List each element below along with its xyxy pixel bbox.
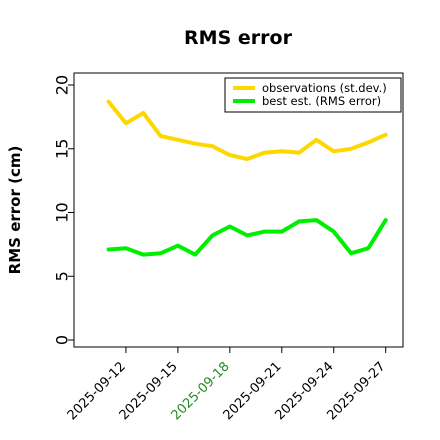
y-tick-label: 10: [53, 202, 72, 222]
y-tick-label: 5: [53, 271, 72, 281]
chart-title: RMS error: [184, 27, 293, 49]
plot-area-frame: [73, 72, 404, 348]
x-axis: 2025-09-122025-09-152025-09-182025-09-21…: [65, 347, 389, 423]
legend: observations (st.dev.)best est. (RMS err…: [224, 77, 402, 113]
y-tick-label: 0: [53, 335, 72, 345]
legend-label: best est. (RMS error): [262, 94, 381, 108]
y-tick-label: 15: [53, 139, 72, 159]
series-line-1: [106, 99, 388, 161]
legend-label: observations (st.dev.): [262, 81, 387, 95]
y-tick-label: 20: [53, 75, 72, 95]
series-layer: [106, 99, 388, 257]
series-line-2: [106, 218, 388, 257]
y-axis-label: RMS error (cm): [6, 146, 24, 275]
y-axis: 0 5 10 15 20: [53, 75, 74, 345]
legend-box: [224, 77, 402, 113]
